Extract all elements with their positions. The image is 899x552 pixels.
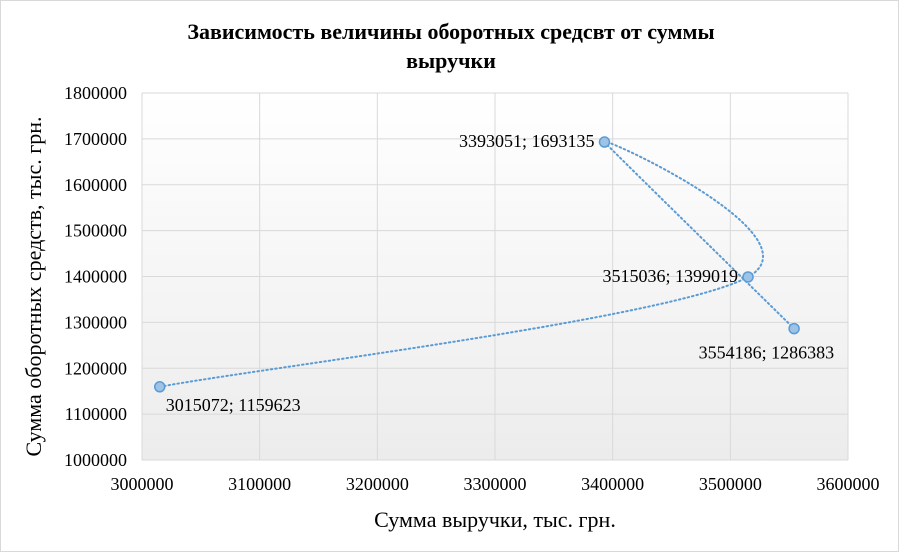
x-tick-label: 3300000 bbox=[464, 474, 527, 494]
data-point bbox=[153, 381, 166, 393]
chart-title: Зависимость величины оборотных средсвт о… bbox=[187, 19, 715, 73]
y-tick-label: 1000000 bbox=[64, 450, 127, 470]
y-tick-label: 1100000 bbox=[65, 404, 127, 424]
data-point bbox=[742, 271, 754, 283]
y-tick-label: 1200000 bbox=[64, 358, 127, 378]
data-label: 3554186; 1286383 bbox=[699, 343, 835, 363]
x-tick-label: 3200000 bbox=[346, 474, 409, 494]
gridlines bbox=[141, 92, 849, 461]
data-label: 3393051; 1693135 bbox=[459, 131, 595, 151]
x-tick-label: 3400000 bbox=[581, 474, 644, 494]
y-tick-label: 1500000 bbox=[64, 221, 127, 241]
x-tick-label: 3000000 bbox=[111, 474, 174, 494]
x-tick-label: 3600000 bbox=[817, 474, 880, 494]
y-axis-title: Сумма оборотных средств, тыс. грн. bbox=[21, 116, 46, 456]
y-tick-label: 1600000 bbox=[64, 175, 127, 195]
x-tick-label: 3500000 bbox=[699, 474, 762, 494]
data-label: 3015072; 1159623 bbox=[166, 395, 301, 415]
data-points bbox=[153, 136, 800, 393]
data-labels: 3015072; 1159623 3515036; 1399019 3393051;… bbox=[166, 131, 834, 415]
x-tick-label: 3100000 bbox=[228, 474, 291, 494]
data-label: 3515036; 1399019 bbox=[603, 266, 739, 286]
data-point bbox=[598, 136, 611, 148]
y-tick-label: 1800000 bbox=[64, 83, 127, 103]
tick-labels: 3000000 3100000 3200000 3300000 3400000 35000… bbox=[64, 83, 880, 494]
data-point bbox=[788, 322, 800, 335]
y-tick-label: 1400000 bbox=[64, 267, 127, 287]
y-tick-label: 1300000 bbox=[64, 312, 127, 332]
y-tick-label: 1700000 bbox=[64, 129, 127, 149]
x-axis-title: Сумма выручки, тыс. грн. bbox=[374, 507, 616, 532]
series-line bbox=[158, 140, 796, 388]
